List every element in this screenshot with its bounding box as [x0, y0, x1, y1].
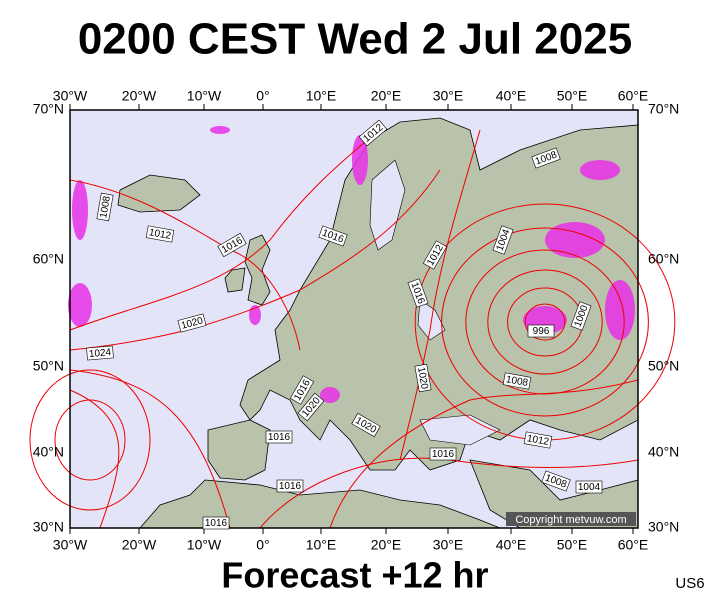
isobar-ring [441, 227, 649, 417]
latitude-label: 30°N [33, 519, 64, 535]
latitude-label: 60°N [33, 251, 64, 267]
isobar-label-box [429, 447, 457, 461]
isobar-label-text: 1016 [432, 449, 455, 460]
longitude-label: 10°W [187, 537, 222, 553]
longitude-label: 30°E [433, 88, 464, 104]
isobar-ring [524, 303, 566, 341]
isobar-label: 1004 [575, 480, 603, 494]
copyright: Copyright metvuw.com [515, 514, 626, 526]
title: 0200 CEST Wed 2 Jul 2025 [78, 15, 632, 64]
isobar-label-text: 1016 [279, 481, 302, 492]
isobar-label-box [358, 119, 388, 147]
isobar-label-box [523, 431, 553, 449]
isobar-label: 996 [527, 324, 555, 338]
longitude-label: 40°E [496, 537, 527, 553]
isobar-ring [465, 249, 625, 395]
isobar-label: 1016 [276, 479, 304, 493]
longitude-label: 50°E [557, 537, 588, 553]
longitude-label: 50°E [557, 88, 588, 104]
isobar-label-box [297, 392, 325, 422]
isobar-label: 1020 [414, 363, 432, 393]
isobar-label-text: 996 [533, 326, 550, 337]
isobar-label-text: 1016 [268, 432, 291, 443]
isobar-ring [487, 269, 603, 375]
longitude-label: 20°W [122, 537, 157, 553]
isobar-label: 1016 [265, 430, 293, 444]
map-frame [69, 109, 639, 529]
isobar-label-text: 1024 [88, 347, 112, 360]
isobar-label-text: 1004 [578, 482, 601, 493]
isobar-label-box [289, 375, 315, 405]
latitude-label: 40°N [648, 444, 679, 460]
isobar-label-box [318, 225, 348, 247]
isobar-label-text: 1012 [526, 433, 550, 448]
forecast-label: Forecast +12 hr [221, 555, 488, 596]
longitude-label: 0° [256, 88, 269, 104]
isobar-label-text: 1020 [415, 366, 430, 390]
land [117, 117, 639, 529]
isobar-label: 1016 [202, 516, 230, 530]
isobar-label-box [145, 225, 175, 243]
longitude-label: 40°E [496, 88, 527, 104]
isobar-label: 1012 [145, 225, 175, 243]
isobar-label-box [177, 313, 207, 333]
isobar-label-box [502, 372, 532, 390]
isobar-label-box [531, 147, 561, 169]
longitude-label: 20°E [371, 88, 402, 104]
latitude-label: 50°N [648, 358, 679, 374]
isobar-label-text: 1008 [505, 374, 529, 389]
isobar-label-text: 1016 [205, 518, 228, 529]
isobar-label: 1020 [177, 313, 207, 333]
latitude-label: 70°N [33, 101, 64, 117]
latitude-label: 40°N [33, 444, 64, 460]
longitude-label: 60°E [618, 537, 649, 553]
longitude-label: 10°W [187, 88, 222, 104]
isobar-label-box [265, 430, 293, 444]
latitude-label: 30°N [648, 519, 679, 535]
model-code: US6 [675, 575, 704, 592]
isobar-label-box [202, 516, 230, 530]
precipitation [68, 126, 635, 403]
isobar-label-box [351, 412, 381, 438]
isobar-label-box [541, 470, 571, 492]
isobar-label-box [86, 345, 114, 361]
isobar-label: 1016 [429, 447, 457, 461]
longitude-label: 0° [256, 537, 269, 553]
longitude-label: 30°W [53, 88, 88, 104]
copyright-box [506, 512, 636, 526]
isobar-label-box [96, 192, 114, 222]
latitude-label: 50°N [33, 358, 64, 374]
isobar-label-text: 1008 [98, 195, 113, 219]
longitude-label: 20°E [371, 537, 402, 553]
isobar-label-box [414, 363, 432, 393]
longitude-label: 60°E [618, 88, 649, 104]
isobar-label: 1008 [502, 372, 532, 390]
isobar-label-box [217, 232, 247, 258]
isobar-label-box [422, 240, 448, 270]
longitude-label: 30°W [53, 537, 88, 553]
isobar-label-box [575, 480, 603, 494]
lakes [369, 159, 501, 446]
isobar-label: 1008 [96, 192, 114, 222]
isobar-label-box [407, 278, 429, 308]
isobar-label: 1012 [523, 431, 553, 449]
latitude-label: 60°N [648, 251, 679, 267]
longitude-label: 30°E [433, 537, 464, 553]
longitude-label: 10°E [306, 537, 337, 553]
isobar-label-box [527, 324, 555, 338]
longitude-label: 20°W [122, 88, 157, 104]
isobar-label: 1024 [86, 345, 114, 361]
longitude-label: 10°E [306, 88, 337, 104]
isobar-label-text: 1012 [148, 227, 172, 242]
isobar-label-box [570, 301, 592, 331]
isobar-label-box [276, 479, 304, 493]
isobar-label-box [492, 225, 514, 255]
latitude-label: 70°N [648, 101, 679, 117]
